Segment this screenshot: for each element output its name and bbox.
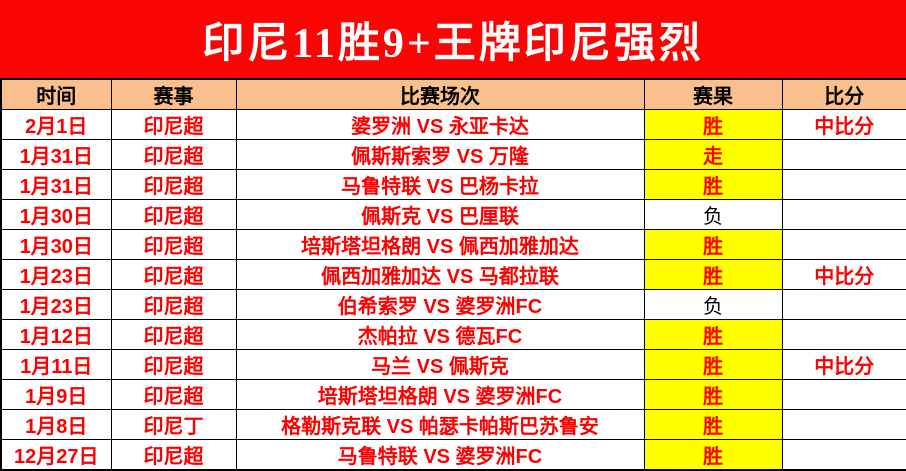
match-cell: 马兰 VS 佩斯克 [235,349,645,380]
match-cell: 马鲁特联 VS 婆罗洲FC [235,439,645,471]
result-cell: 胜 [643,379,783,410]
score-cell [781,439,906,471]
header-row: 时间 赛事 比赛场次 赛果 比分 [0,78,906,110]
match-cell: 马鲁特联 VS 巴杨卡拉 [235,169,645,200]
table-row: 2月1日 印尼超 婆罗洲 VS 永亚卡达 胜 中比分 [0,109,906,140]
date-cell: 1月23日 [0,289,112,320]
result-cell: 走 [643,139,783,170]
date-cell: 1月11日 [0,349,112,380]
score-cell [781,289,906,320]
score-cell [781,169,906,200]
match-table-body: 2月1日 印尼超 婆罗洲 VS 永亚卡达 胜 中比分 1月31日 印尼超 佩斯斯… [0,109,906,471]
date-cell: 1月9日 [0,379,112,410]
date-cell: 1月30日 [0,199,112,230]
date-cell: 1月31日 [0,169,112,200]
league-cell: 印尼丁 [110,409,237,440]
score-cell [781,319,906,350]
table-row: 1月12日 印尼超 杰帕拉 VS 德瓦FC 胜 [0,319,906,350]
result-cell: 胜 [643,349,783,380]
table-row: 1月9日 印尼超 培斯塔坦格朗 VS 婆罗洲FC 胜 [0,379,906,410]
date-cell: 1月23日 [0,259,112,290]
match-cell: 婆罗洲 VS 永亚卡达 [235,109,645,140]
table-row: 1月23日 印尼超 佩西加雅加达 VS 马都拉联 胜 中比分 [0,259,906,290]
date-cell: 1月12日 [0,319,112,350]
banner-title: 印尼11胜9+王牌印尼强烈 [202,20,704,67]
result-cell: 胜 [643,229,783,260]
score-cell: 中比分 [781,109,906,140]
league-cell: 印尼超 [110,229,237,260]
league-cell: 印尼超 [110,379,237,410]
league-cell: 印尼超 [110,439,237,471]
promo-banner: 印尼11胜9+王牌印尼强烈 [0,0,906,78]
date-cell: 1月31日 [0,139,112,170]
match-cell: 佩斯斯索罗 VS 万隆 [235,139,645,170]
table-header: 时间 赛事 比赛场次 赛果 比分 [0,78,906,110]
header-result: 赛果 [643,78,783,110]
score-cell [781,229,906,260]
match-cell: 培斯塔坦格朗 VS 佩西加雅加达 [235,229,645,260]
result-cell: 胜 [643,319,783,350]
table-row: 1月30日 印尼超 佩斯克 VS 巴厘联 负 [0,199,906,230]
result-cell: 胜 [643,409,783,440]
league-cell: 印尼超 [110,289,237,320]
score-cell: 中比分 [781,259,906,290]
league-cell: 印尼超 [110,169,237,200]
match-cell: 杰帕拉 VS 德瓦FC [235,319,645,350]
league-cell: 印尼超 [110,199,237,230]
match-results-table: 时间 赛事 比赛场次 赛果 比分 2月1日 印尼超 婆罗洲 VS 永亚卡达 胜 … [0,78,906,471]
league-cell: 印尼超 [110,319,237,350]
header-score: 比分 [781,78,906,110]
match-cell: 佩西加雅加达 VS 马都拉联 [235,259,645,290]
match-cell: 佩斯克 VS 巴厘联 [235,199,645,230]
result-cell: 胜 [643,259,783,290]
league-cell: 印尼超 [110,259,237,290]
table-row: 12月27日 印尼超 马鲁特联 VS 婆罗洲FC 胜 [0,439,906,471]
table-row: 1月31日 印尼超 马鲁特联 VS 巴杨卡拉 胜 [0,169,906,200]
result-cell: 负 [643,289,783,320]
league-cell: 印尼超 [110,139,237,170]
header-match: 比赛场次 [235,78,645,110]
date-cell: 2月1日 [0,109,112,140]
table-row: 1月31日 印尼超 佩斯斯索罗 VS 万隆 走 [0,139,906,170]
table-row: 1月8日 印尼丁 格勒斯克联 VS 帕瑟卡帕斯巴苏鲁安 胜 [0,409,906,440]
table-row: 1月30日 印尼超 培斯塔坦格朗 VS 佩西加雅加达 胜 [0,229,906,260]
date-cell: 1月30日 [0,229,112,260]
table-row: 1月11日 印尼超 马兰 VS 佩斯克 胜 中比分 [0,349,906,380]
date-cell: 12月27日 [0,439,112,471]
date-cell: 1月8日 [0,409,112,440]
result-cell: 胜 [643,169,783,200]
result-cell: 胜 [643,439,783,471]
match-cell: 培斯塔坦格朗 VS 婆罗洲FC [235,379,645,410]
result-cell: 负 [643,199,783,230]
match-cell: 伯希索罗 VS 婆罗洲FC [235,289,645,320]
header-time: 时间 [0,78,112,110]
score-cell [781,199,906,230]
header-league: 赛事 [110,78,237,110]
result-cell: 胜 [643,109,783,140]
table-row: 1月23日 印尼超 伯希索罗 VS 婆罗洲FC 负 [0,289,906,320]
score-cell [781,409,906,440]
score-cell [781,139,906,170]
league-cell: 印尼超 [110,349,237,380]
league-cell: 印尼超 [110,109,237,140]
match-cell: 格勒斯克联 VS 帕瑟卡帕斯巴苏鲁安 [235,409,645,440]
score-cell: 中比分 [781,349,906,380]
score-cell [781,379,906,410]
